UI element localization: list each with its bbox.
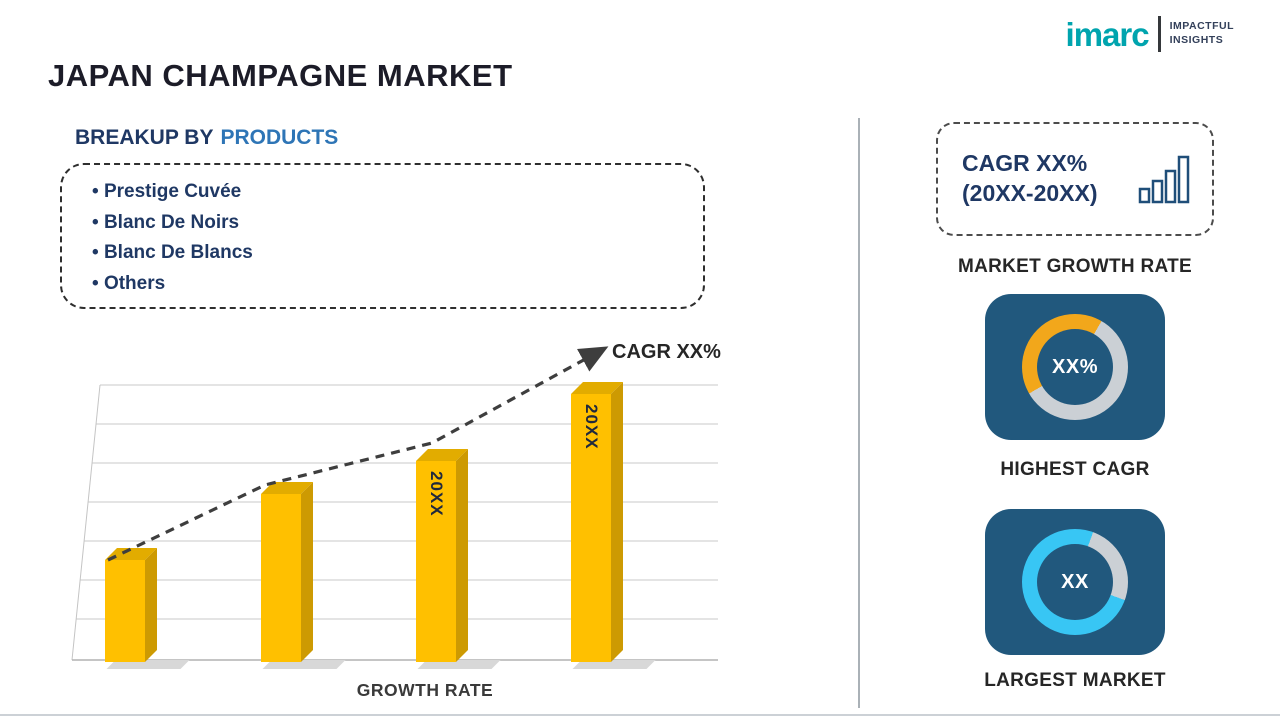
bar-label: 20XX [582, 404, 601, 450]
bar-year1 [105, 548, 157, 662]
bar-front-face [261, 494, 301, 662]
cagr-summary-card: CAGR XX% (20XX-20XX) [936, 122, 1214, 236]
bar-year3: 20XX [416, 449, 468, 662]
breakup-heading: BREAKUP BY PRODUCTS [75, 126, 338, 150]
list-item: Others [92, 269, 703, 300]
cagr-summary-text: CAGR XX% (20XX-20XX) [962, 149, 1098, 209]
bar-label: 20XX [427, 471, 446, 517]
highest-cagr-value: XX% [1052, 355, 1098, 378]
cagr-line2: (20XX-20XX) [962, 180, 1098, 206]
breakup-heading-highlight: PRODUCTS [220, 126, 339, 149]
bar-side-face [456, 449, 468, 662]
vertical-divider [858, 118, 860, 708]
bar-chart-icon [1138, 155, 1190, 204]
page-title: JAPAN CHAMPAGNE MARKET [48, 58, 513, 93]
bar-side-face [145, 548, 157, 662]
x-axis-label: GROWTH RATE [356, 680, 494, 700]
cagr-line1: CAGR XX% [962, 150, 1088, 177]
list-item: Blanc De Blancs [92, 238, 703, 269]
chart-gridlines [71, 384, 718, 661]
donut-chart-icon: XX% [1022, 314, 1128, 420]
bar-side-face [611, 382, 623, 662]
list-item: Prestige Cuvée [92, 177, 703, 208]
highest-cagr-card: XX% [985, 294, 1165, 440]
bottom-divider [0, 714, 1280, 716]
logo-tagline-line1: IMPACTFUL [1169, 20, 1234, 33]
donut-hole: XX% [1037, 329, 1113, 405]
donut-hole: XX [1037, 544, 1113, 620]
bar-year2 [261, 482, 313, 662]
products-list: Prestige Cuvée Blanc De Noirs Blanc De B… [92, 177, 703, 299]
logo-brand-text: imarc [1065, 15, 1150, 53]
largest-market-value: XX [1061, 570, 1089, 593]
logo-separator [1157, 16, 1161, 52]
logo-tagline-line2: INSIGHTS [1169, 34, 1224, 46]
products-list-box: Prestige Cuvée Blanc De Noirs Blanc De B… [60, 163, 705, 309]
market-growth-rate-label: MARKET GROWTH RATE [957, 256, 1193, 277]
list-item: Blanc De Noirs [92, 208, 703, 239]
largest-market-label: LARGEST MARKET [984, 670, 1166, 691]
breakup-heading-prefix: BREAKUP BY [75, 126, 214, 149]
bar-front-face [105, 560, 145, 662]
bar-year4: 20XX [571, 382, 623, 662]
imarc-logo: imarc IMPACTFUL INSIGHTS [1066, 16, 1234, 52]
growth-rate-chart: 20XX 20XX CAGR XX% GROWTH RATE [60, 335, 740, 707]
highest-cagr-label: HIGHEST CAGR [1000, 459, 1150, 480]
donut-chart-icon: XX [1022, 529, 1128, 635]
largest-market-card: XX [985, 509, 1165, 655]
bar-side-face [301, 482, 313, 662]
cagr-trend-label: CAGR XX% [612, 341, 721, 363]
logo-tagline: IMPACTFUL INSIGHTS [1170, 20, 1234, 47]
